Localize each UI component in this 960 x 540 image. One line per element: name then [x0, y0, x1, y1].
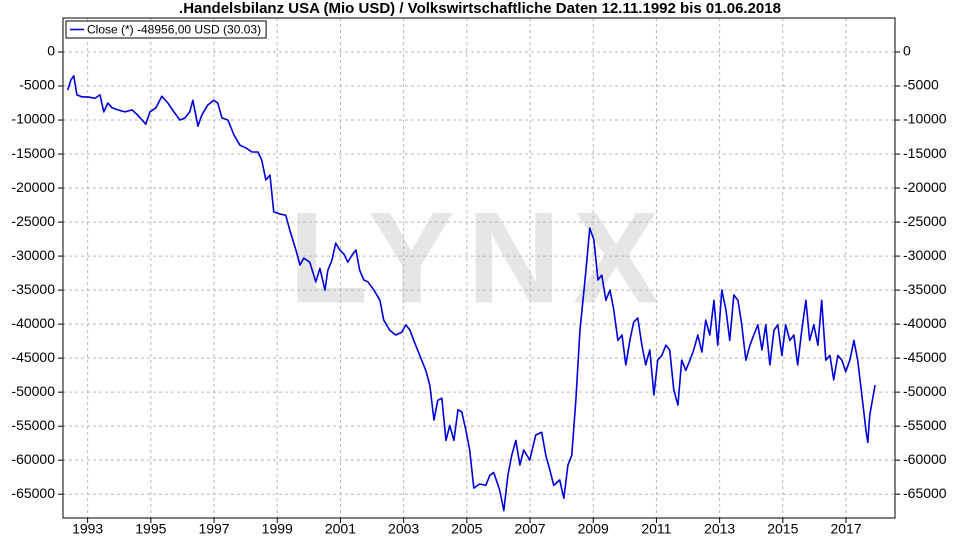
y-tick-label: 0 — [47, 43, 55, 59]
y-tick-label-right: -60000 — [903, 451, 947, 467]
x-tick-label: 1993 — [72, 521, 103, 537]
x-tick-label: 1999 — [262, 521, 293, 537]
y-tick-label-right: -45000 — [903, 349, 947, 365]
y-tick-label: -60000 — [11, 451, 55, 467]
y-tick-label: -40000 — [11, 315, 55, 331]
x-tick-label: 2003 — [388, 521, 419, 537]
y-tick-label: -55000 — [11, 417, 55, 433]
y-tick-label: -25000 — [11, 213, 55, 229]
y-tick-label: -15000 — [11, 145, 55, 161]
x-tick-label: 2001 — [325, 521, 356, 537]
x-tick-label: 1995 — [135, 521, 166, 537]
y-tick-label-right: -25000 — [903, 213, 947, 229]
x-tick-label: 2009 — [578, 521, 609, 537]
y-tick-label-right: -10000 — [903, 111, 947, 127]
x-tick-label: 2007 — [514, 521, 545, 537]
y-tick-label-right: -55000 — [903, 417, 947, 433]
y-tick-label: -10000 — [11, 111, 55, 127]
y-tick-label-right: -40000 — [903, 315, 947, 331]
x-tick-label: 2015 — [767, 521, 798, 537]
y-tick-label: -5000 — [19, 77, 55, 93]
y-tick-label: -50000 — [11, 383, 55, 399]
x-tick-label: 2013 — [704, 521, 735, 537]
x-tick-label: 2011 — [641, 521, 671, 537]
y-tick-label-right: -65000 — [903, 485, 947, 501]
y-tick-label: -45000 — [11, 349, 55, 365]
y-tick-label: -30000 — [11, 247, 55, 263]
y-tick-label-right: -20000 — [903, 179, 947, 195]
data-line — [66, 75, 876, 512]
y-tick-label-right: -15000 — [903, 145, 947, 161]
chart-title: .Handelsbilanz USA (Mio USD) / Volkswirt… — [179, 0, 781, 17]
x-tick-label: 1997 — [198, 521, 229, 537]
y-tick-label: -35000 — [11, 281, 55, 297]
y-tick-label-right: -50000 — [903, 383, 947, 399]
y-tick-label: -65000 — [11, 485, 55, 501]
plot-frame — [62, 17, 896, 519]
x-tick-label: 2017 — [830, 521, 861, 537]
x-tick-label: 2005 — [451, 521, 482, 537]
y-tick-label-right: -5000 — [903, 77, 939, 93]
legend-label: Close (*) -48956,00 USD (30.03) — [87, 23, 261, 37]
y-tick-label: -20000 — [11, 179, 55, 195]
legend-box — [65, 20, 267, 39]
y-tick-label-right: -30000 — [903, 247, 947, 263]
y-tick-label-right: 0 — [903, 43, 911, 59]
y-tick-label-right: -35000 — [903, 281, 947, 297]
